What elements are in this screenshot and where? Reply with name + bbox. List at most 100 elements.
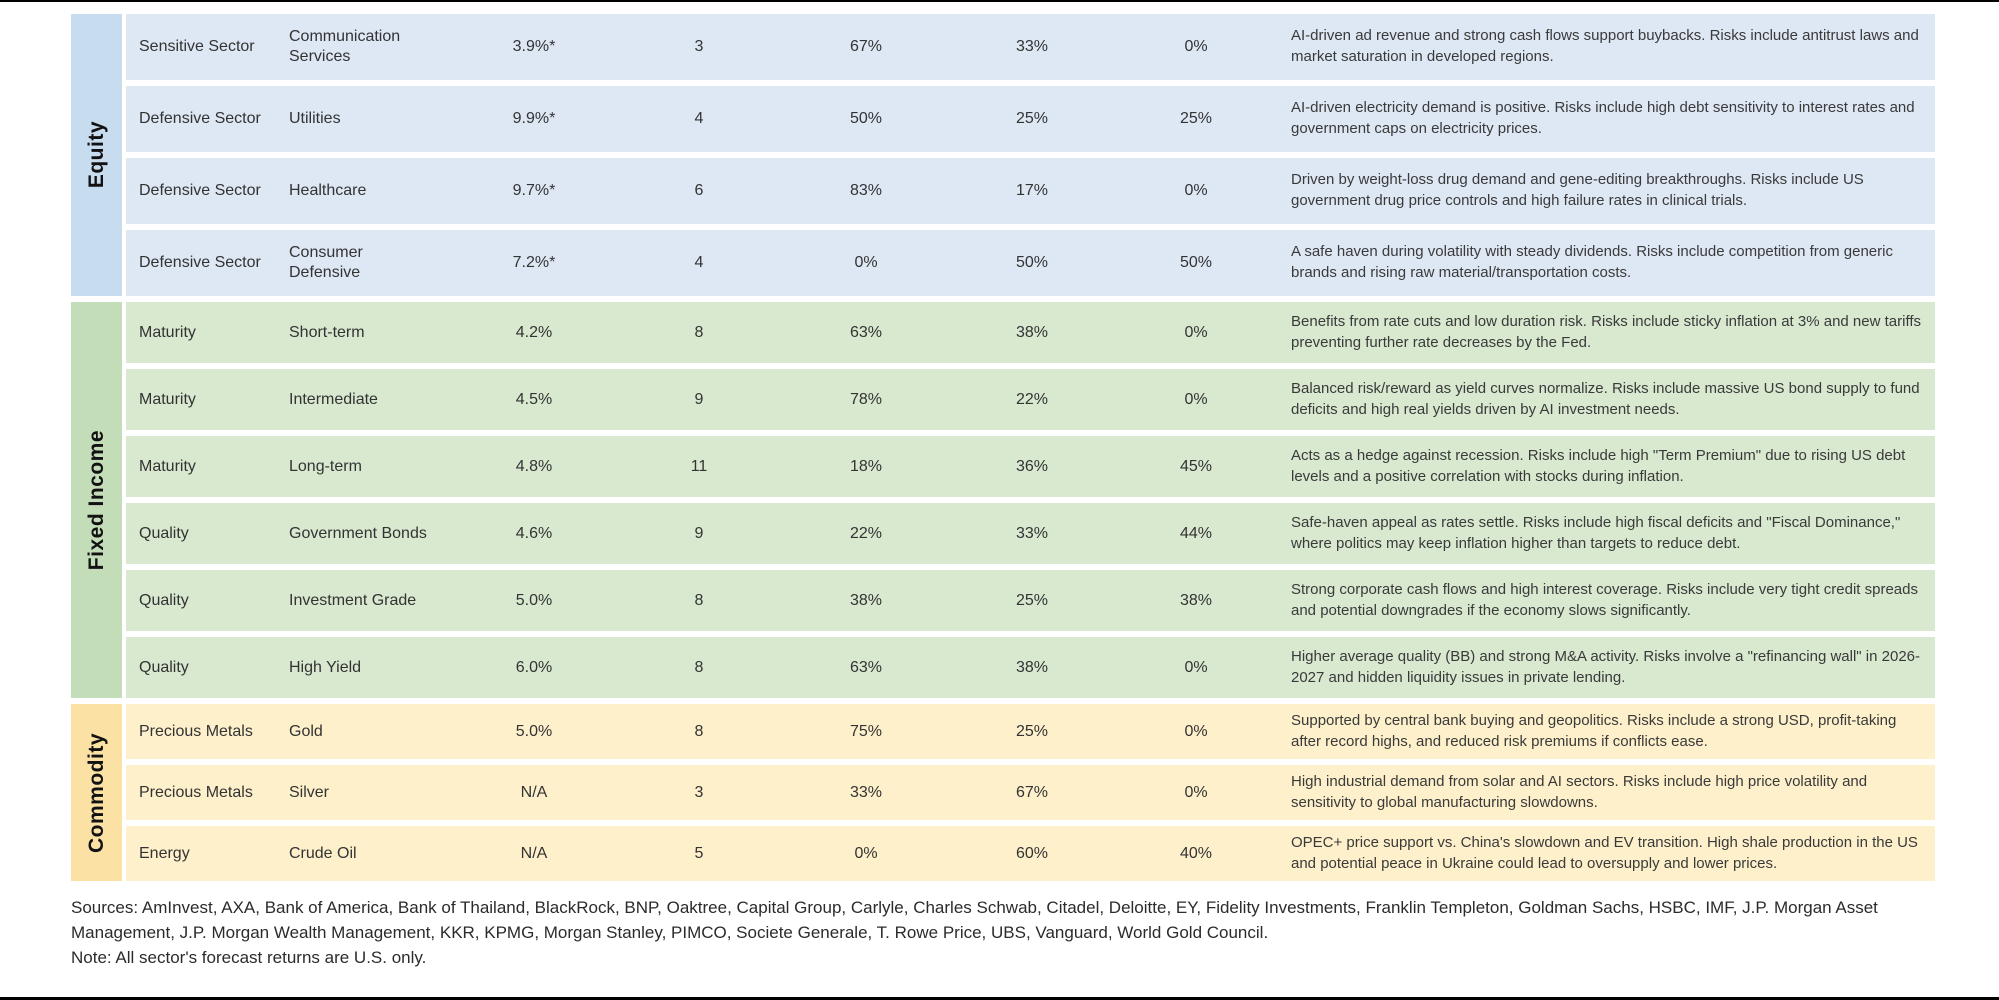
category-cell: Quality: [139, 524, 189, 542]
forecast-return-cell: 4.2%: [515, 323, 553, 341]
table-row: Quality High Yield 6.0% 8 63% 38% 0% Hig…: [126, 637, 1935, 698]
asset-class-section: Fixed Income Maturity Short-term 4.2% 8 …: [71, 302, 1935, 698]
percent-1-cell: 0%: [854, 254, 878, 271]
percent-3-cell: 0%: [1184, 722, 1208, 740]
percent-2-cell: 38%: [1015, 658, 1049, 676]
commentary-cell: Driven by weight-loss drug demand and ge…: [1291, 171, 1864, 209]
source-count-cell: 11: [690, 457, 708, 475]
commentary-cell: OPEC+ price support vs. China's slowdown…: [1291, 833, 1918, 872]
percent-2-cell: 50%: [1015, 254, 1049, 271]
category-cell: Defensive Sector: [139, 182, 261, 199]
percent-1-cell: 75%: [849, 722, 883, 740]
category-cell: Precious Metals: [139, 783, 253, 801]
percent-2-cell: 67%: [1015, 783, 1049, 801]
sector-name-cell: Investment Grade: [289, 591, 417, 609]
category-cell: Maturity: [139, 390, 196, 408]
category-cell: Defensive Sector: [139, 254, 261, 271]
source-count-cell: 5: [694, 844, 704, 862]
source-count-cell: 8: [694, 323, 704, 341]
forecast-return-cell: N/A: [520, 844, 548, 862]
percent-1-cell: 67%: [849, 38, 883, 55]
forecast-return-cell: 3.9%*: [512, 38, 556, 55]
commentary-cell: AI-driven electricity demand is positive…: [1291, 99, 1915, 137]
asset-class-label: Fixed Income: [84, 429, 108, 571]
forecast-return-cell: 4.8%: [515, 457, 553, 475]
sector-name-cell: Consumer Defensive: [289, 244, 363, 281]
percent-1-cell: 18%: [849, 457, 883, 475]
percent-1-cell: 22%: [849, 524, 883, 542]
forecast-return-cell: 7.2%*: [512, 254, 556, 271]
sector-name-cell: Silver: [289, 783, 330, 801]
table-row: Quality Government Bonds 4.6% 9 22% 33% …: [126, 503, 1935, 564]
asset-class-band: Commodity: [71, 704, 122, 881]
sector-name-cell: Long-term: [289, 457, 362, 475]
percent-3-cell: 0%: [1184, 390, 1208, 408]
table-row: Precious Metals Silver N/A 3 33% 67% 0% …: [126, 765, 1935, 820]
commentary-cell: A safe haven during volatility with stea…: [1291, 243, 1893, 281]
source-count-cell: 4: [694, 110, 704, 127]
source-count-cell: 8: [694, 591, 704, 609]
percent-3-cell: 40%: [1179, 844, 1213, 862]
asset-class-label: Equity: [84, 121, 108, 189]
source-count-cell: 8: [694, 722, 704, 740]
sector-name-cell: Short-term: [289, 323, 365, 341]
forecast-return-cell: N/A: [520, 783, 548, 801]
table-row: Energy Crude Oil N/A 5 0% 60% 40% OPEC+ …: [126, 826, 1935, 881]
forecast-return-cell: 9.9%*: [512, 110, 556, 127]
percent-2-cell: 36%: [1015, 457, 1049, 475]
commentary-cell: Benefits from rate cuts and low duration…: [1291, 312, 1922, 351]
table-row: Defensive Sector Healthcare 9.7%* 6 83% …: [126, 158, 1935, 224]
category-cell: Maturity: [139, 457, 196, 475]
commentary-cell: Balanced risk/reward as yield curves nor…: [1291, 379, 1920, 418]
percent-1-cell: 33%: [849, 783, 883, 801]
commentary-cell: Strong corporate cash flows and high int…: [1291, 580, 1918, 619]
percent-3-cell: 0%: [1184, 783, 1208, 801]
table-row: Sensitive Sector Communication Services …: [126, 14, 1935, 80]
percent-3-cell: 25%: [1179, 110, 1213, 127]
percent-1-cell: 50%: [849, 110, 883, 127]
section-rows: Precious Metals Gold 5.0% 8 75% 25% 0% S…: [126, 704, 1935, 881]
percent-2-cell: 22%: [1015, 390, 1049, 408]
asset-class-band: Fixed Income: [71, 302, 122, 698]
percent-1-cell: 0%: [854, 844, 878, 862]
percent-3-cell: 50%: [1179, 254, 1213, 271]
commentary-cell: Supported by central bank buying and geo…: [1291, 711, 1897, 750]
asset-outlook-table: Equity Sensitive Sector Communication Se…: [71, 14, 1935, 881]
forecast-return-cell: 5.0%: [515, 591, 553, 609]
source-count-cell: 9: [694, 524, 704, 542]
percent-1-cell: 63%: [849, 658, 883, 676]
asset-class-section: Equity Sensitive Sector Communication Se…: [71, 14, 1935, 296]
percent-2-cell: 17%: [1015, 182, 1049, 199]
forecast-return-cell: 9.7%*: [512, 182, 556, 199]
note-text: Note: All sector's forecast returns are …: [71, 948, 427, 968]
table-row: Maturity Intermediate 4.5% 9 78% 22% 0% …: [126, 369, 1935, 430]
table-row: Quality Investment Grade 5.0% 8 38% 25% …: [126, 570, 1935, 631]
percent-3-cell: 0%: [1184, 323, 1208, 341]
category-cell: Energy: [139, 844, 190, 862]
category-cell: Quality: [139, 591, 189, 609]
table-row: Maturity Short-term 4.2% 8 63% 38% 0% Be…: [126, 302, 1935, 363]
percent-2-cell: 25%: [1015, 722, 1049, 740]
sector-name-cell: Healthcare: [289, 182, 367, 199]
percent-1-cell: 83%: [849, 182, 883, 199]
sector-name-cell: Gold: [289, 722, 323, 740]
percent-2-cell: 33%: [1015, 524, 1049, 542]
source-count-cell: 6: [694, 182, 704, 199]
percent-1-cell: 78%: [849, 390, 883, 408]
percent-2-cell: 25%: [1015, 110, 1049, 127]
category-cell: Maturity: [139, 323, 196, 341]
table-row: Defensive Sector Utilities 9.9%* 4 50% 2…: [126, 86, 1935, 152]
commentary-cell: Acts as a hedge against recession. Risks…: [1291, 446, 1906, 485]
table-row: Defensive Sector Consumer Defensive 7.2%…: [126, 230, 1935, 296]
forecast-return-cell: 6.0%: [515, 658, 553, 676]
sector-name-cell: Utilities: [289, 110, 341, 127]
page-border-bottom: [0, 997, 1999, 1000]
percent-1-cell: 38%: [849, 591, 883, 609]
category-cell: Precious Metals: [139, 722, 253, 740]
commentary-cell: High industrial demand from solar and AI…: [1291, 772, 1868, 811]
percent-3-cell: 45%: [1179, 457, 1213, 475]
percent-1-cell: 63%: [849, 323, 883, 341]
sources-text: Sources: AmInvest, AXA, Bank of America,…: [71, 898, 1878, 942]
forecast-return-cell: 5.0%: [515, 722, 553, 740]
footer: Sources: AmInvest, AXA, Bank of America,…: [71, 896, 1951, 971]
